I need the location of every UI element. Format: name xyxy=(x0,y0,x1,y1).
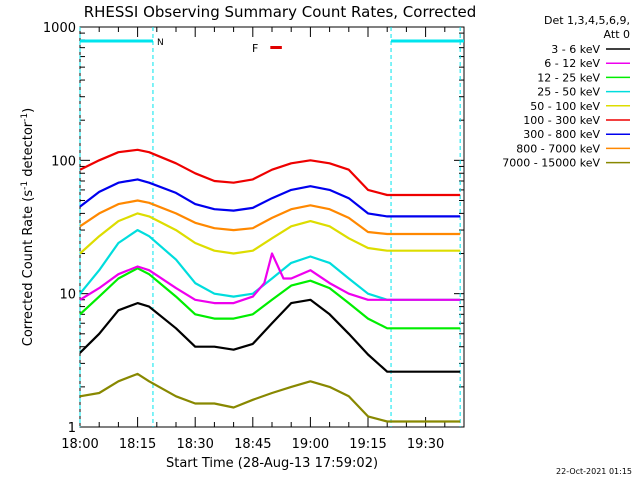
series-line xyxy=(79,298,461,373)
x-axis-label: Start Time (28-Aug-13 17:59:02) xyxy=(166,456,378,471)
y-axis-label: Corrected Count Rate (s-1 detector-1) xyxy=(20,108,36,346)
legend-label: 800 - 7000 keV xyxy=(516,142,600,155)
x-tick-label: 19:30 xyxy=(407,437,444,452)
flare-flag-label: F xyxy=(252,42,258,55)
legend-label: 100 - 300 keV xyxy=(523,114,600,127)
flare-flag-bar xyxy=(270,46,282,49)
legend-label: 50 - 100 keV xyxy=(530,100,600,113)
y-tick-label: 10 xyxy=(59,288,76,303)
x-tick-label: 18:30 xyxy=(176,437,213,452)
y-tick-label: 1 xyxy=(68,421,76,436)
detectors-line-1: Det 1,3,4,5,6,9, xyxy=(544,14,630,27)
series-line xyxy=(79,178,461,218)
y-axis-ticks: 1 10 100 1000 xyxy=(43,21,464,436)
y-tick-label: 1000 xyxy=(43,21,76,36)
series-lines xyxy=(79,148,461,423)
plot-frame xyxy=(79,26,465,428)
legend-label: 25 - 50 keV xyxy=(537,86,600,99)
legend-label: 3 - 6 keV xyxy=(551,43,600,56)
plot-axes xyxy=(79,26,465,428)
x-axis-ticks: 18:00 18:15 18:30 18:45 19:00 19:15 19:30 xyxy=(61,27,446,452)
series-line xyxy=(79,199,461,236)
series-line xyxy=(79,372,461,423)
legend-label: 7000 - 15000 keV xyxy=(502,157,600,170)
series-line xyxy=(79,267,461,330)
detectors-line-2: Att 0 xyxy=(604,28,630,41)
series-line xyxy=(79,148,461,197)
legend-label: 300 - 800 keV xyxy=(523,128,600,141)
x-tick-label: 18:15 xyxy=(119,437,156,452)
y-tick-label: 100 xyxy=(51,154,76,169)
chart-title: RHESSI Observing Summary Count Rates, Co… xyxy=(84,3,477,21)
legend-label: 6 - 12 keV xyxy=(544,57,600,70)
night-markers: N xyxy=(79,27,464,427)
night-flag-label: N xyxy=(157,38,164,48)
x-tick-label: 19:00 xyxy=(292,437,329,452)
x-tick-label: 18:45 xyxy=(234,437,271,452)
footer-date: 22-Oct-2021 01:15 xyxy=(556,467,632,476)
x-tick-label: 18:00 xyxy=(61,437,98,452)
x-tick-label: 19:15 xyxy=(349,437,386,452)
series-line xyxy=(79,212,461,255)
flare-marker: F xyxy=(252,42,282,55)
legend-label: 12 - 25 keV xyxy=(537,71,600,84)
series-line xyxy=(79,252,461,305)
